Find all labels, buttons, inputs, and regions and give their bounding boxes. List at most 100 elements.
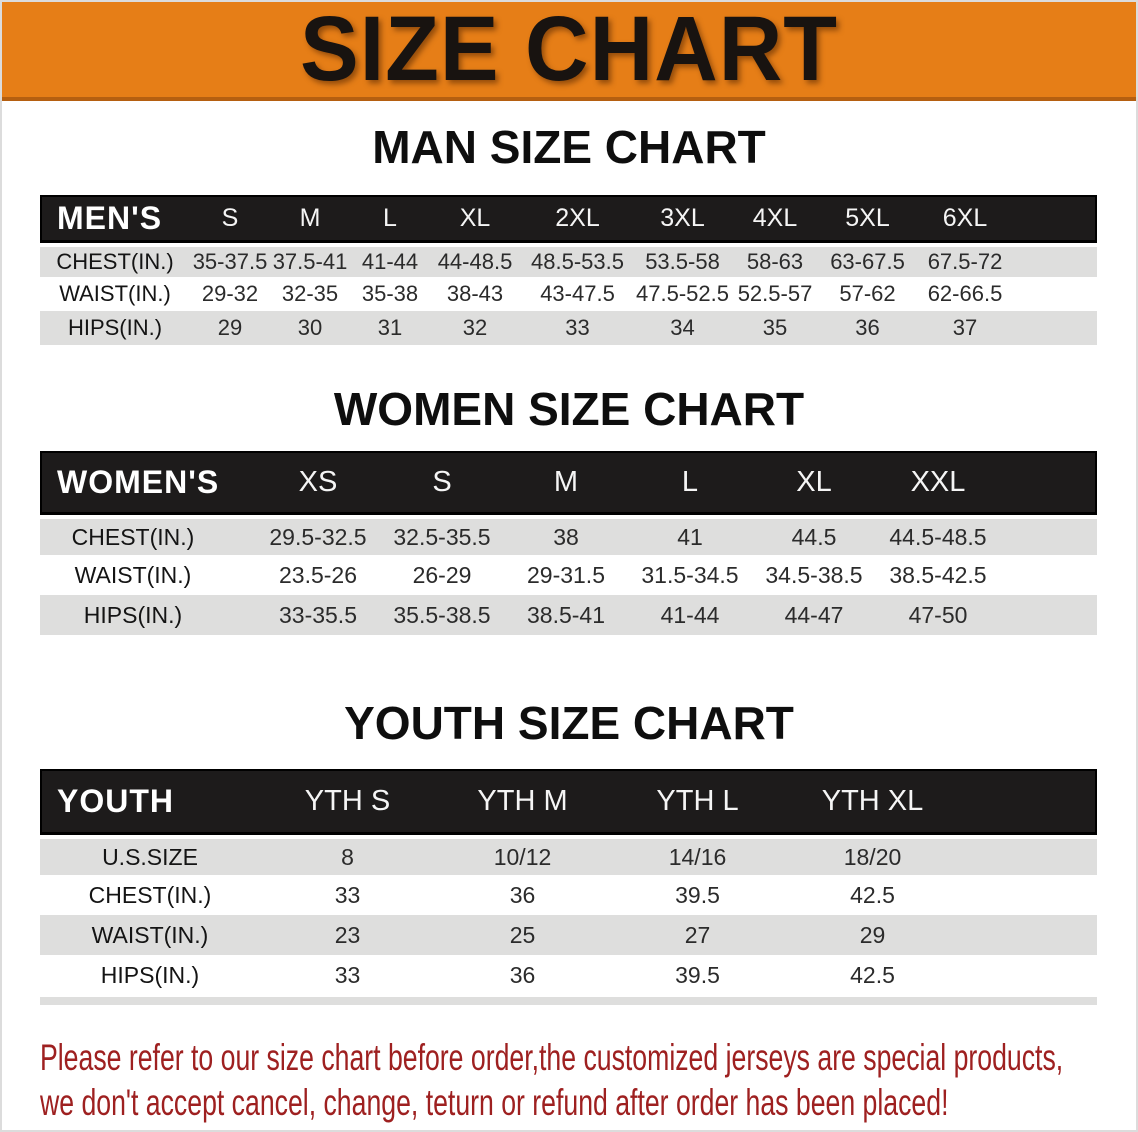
column-header: YTH XL bbox=[785, 769, 960, 835]
size-value-cell: 27 bbox=[684, 921, 711, 948]
size-value-cell: 36 bbox=[855, 315, 880, 340]
size-value-cell: 32.5-35.5 bbox=[380, 515, 504, 555]
size-value-cell: 48.5-53.5 bbox=[520, 243, 635, 277]
column-header: L bbox=[350, 195, 430, 243]
youth-size-chart-section: YOUTH SIZE CHART YOUTH YTH S YTH M YTH L YTH… bbox=[0, 697, 1138, 1005]
table-row: CHEST(IN.) 33 36 39.5 42.5 bbox=[40, 875, 1097, 915]
size-value-cell: 34.5-38.5 bbox=[765, 561, 863, 588]
size-value-cell: 25 bbox=[509, 921, 536, 948]
size-value-cell: 58-63 bbox=[730, 243, 820, 277]
size-value-cell: 29-31.5 bbox=[526, 561, 605, 588]
size-value-cell: 39.5 bbox=[675, 961, 720, 988]
size-value-cell: 57-62 bbox=[839, 281, 896, 306]
size-value-cell: 36 bbox=[509, 881, 536, 908]
size-value-cell: 33 bbox=[334, 881, 361, 908]
size-value-cell: 63-67.5 bbox=[820, 243, 915, 277]
row-label: WAIST(IN.) bbox=[91, 921, 209, 948]
footer-note: Please refer to our size chart before or… bbox=[40, 1035, 1138, 1125]
row-filler bbox=[960, 875, 1097, 915]
table-row: HIPS(IN.) 33-35.5 35.5-38.5 38.5-41 41-44 44-… bbox=[40, 595, 1097, 635]
man-size-table: MEN'S S M L XL 2XL 3XL 4XL 5XL 6XL CHEST(IN.) 35-37… bbox=[40, 195, 1097, 345]
column-header: S bbox=[380, 451, 504, 515]
size-value-cell: 41-44 bbox=[350, 243, 430, 277]
column-header: S bbox=[190, 195, 270, 243]
size-value-cell: 14/16 bbox=[610, 835, 785, 875]
size-value-cell: 38 bbox=[504, 515, 628, 555]
header-filler bbox=[960, 769, 1097, 835]
table-row: CHEST(IN.) 29.5-32.5 32.5-35.5 38 41 44.5 44.5… bbox=[40, 515, 1097, 555]
size-value-cell: 35.5-38.5 bbox=[393, 601, 491, 628]
size-value-cell: 18/20 bbox=[785, 835, 960, 875]
man-size-chart-heading: MAN SIZE CHART bbox=[372, 121, 766, 173]
youth-size-table: YOUTH YTH S YTH M YTH L YTH XL U.S.SIZE 8 10/12… bbox=[40, 769, 1097, 1005]
size-value-cell: 47-50 bbox=[908, 601, 968, 628]
row-filler bbox=[1015, 243, 1097, 277]
size-value-cell: 32 bbox=[462, 315, 488, 340]
size-value-cell: 35 bbox=[762, 315, 788, 340]
row-label: HIPS(IN.) bbox=[100, 961, 200, 988]
size-value-cell: 31.5-34.5 bbox=[641, 561, 739, 588]
size-value-cell: 33 bbox=[334, 961, 361, 988]
row-filler bbox=[1000, 595, 1097, 635]
table-header-bar: WOMEN'S XS S M L XL XXL bbox=[40, 451, 1097, 515]
banner-title: SIZE CHART bbox=[300, 0, 838, 100]
size-value-cell: 44.5 bbox=[752, 515, 876, 555]
banner: SIZE CHART bbox=[0, 0, 1138, 101]
size-value-cell: 38-43 bbox=[446, 281, 504, 306]
table-row: HIPS(IN.) 29 30 31 32 33 34 35 36 37 bbox=[40, 311, 1097, 345]
row-filler bbox=[960, 915, 1097, 955]
size-value-cell: 52.5-57 bbox=[737, 281, 813, 306]
size-value-cell: 29 bbox=[217, 315, 243, 340]
column-header: L bbox=[628, 451, 752, 515]
table-bottom-strip bbox=[40, 995, 1097, 1005]
size-value-cell: 42.5 bbox=[850, 961, 895, 988]
size-value-cell: 41 bbox=[628, 515, 752, 555]
size-value-cell: 37.5-41 bbox=[270, 243, 350, 277]
size-value-cell: 35-37.5 bbox=[190, 243, 270, 277]
women-size-chart-section: WOMEN SIZE CHART WOMEN'S XS S M L XL XXL CHEST(… bbox=[0, 383, 1138, 635]
table-row: U.S.SIZE 8 10/12 14/16 18/20 bbox=[40, 835, 1097, 875]
table-header-bar: MEN'S S M L XL 2XL 3XL 4XL 5XL 6XL bbox=[40, 195, 1097, 243]
size-value-cell: 41-44 bbox=[660, 601, 720, 628]
size-value-cell: 43-47.5 bbox=[540, 281, 615, 306]
size-value-cell: 36 bbox=[509, 961, 536, 988]
column-header: 6XL bbox=[915, 195, 1015, 243]
column-header: 5XL bbox=[820, 195, 915, 243]
row-filler bbox=[960, 835, 1097, 875]
row-filler bbox=[1015, 311, 1097, 345]
size-value-cell: 29-32 bbox=[201, 281, 259, 306]
size-value-cell: 53.5-58 bbox=[635, 243, 730, 277]
table-header-bar: YOUTH YTH S YTH M YTH L YTH XL bbox=[40, 769, 1097, 835]
size-value-cell: 35-38 bbox=[361, 281, 419, 306]
column-header: YTH S bbox=[260, 769, 435, 835]
column-header: 2XL bbox=[520, 195, 635, 243]
row-label: HIPS(IN.) bbox=[67, 315, 163, 340]
table-row: WAIST(IN.) 23.5-26 26-29 29-31.5 31.5-34.5 34… bbox=[40, 555, 1097, 595]
size-value-cell: 23.5-26 bbox=[278, 561, 357, 588]
footer-note-line2: we don't accept cancel, change, teturn o… bbox=[40, 1082, 949, 1123]
youth-size-chart-heading: YOUTH SIZE CHART bbox=[344, 697, 794, 749]
header-filler bbox=[1015, 195, 1097, 243]
header-filler bbox=[1000, 451, 1097, 515]
column-header: 3XL bbox=[635, 195, 730, 243]
size-value-cell: 8 bbox=[260, 835, 435, 875]
table-bottom-strip-cell bbox=[40, 995, 1097, 1005]
row-label: WAIST(IN.) bbox=[59, 281, 171, 306]
row-filler bbox=[960, 955, 1097, 995]
size-value-cell: 38.5-41 bbox=[526, 601, 605, 628]
size-value-cell: 30 bbox=[297, 315, 323, 340]
column-header: YTH L bbox=[610, 769, 785, 835]
table-row: WAIST(IN.) 29-32 32-35 35-38 38-43 43-47.5 47.… bbox=[40, 277, 1097, 311]
size-value-cell: 47.5-52.5 bbox=[636, 281, 729, 306]
corner-label: MEN'S bbox=[40, 195, 190, 243]
row-label: WAIST(IN.) bbox=[74, 561, 192, 588]
column-header: XL bbox=[430, 195, 520, 243]
row-label: CHEST(IN.) bbox=[88, 881, 212, 908]
size-value-cell: 33 bbox=[565, 315, 590, 340]
column-header: YTH M bbox=[435, 769, 610, 835]
women-size-chart-heading: WOMEN SIZE CHART bbox=[333, 383, 805, 435]
row-filler bbox=[1000, 555, 1097, 595]
column-header: XL bbox=[752, 451, 876, 515]
footer-note-line1: Please refer to our size chart before or… bbox=[40, 1037, 1064, 1078]
size-value-cell: 31 bbox=[377, 315, 403, 340]
